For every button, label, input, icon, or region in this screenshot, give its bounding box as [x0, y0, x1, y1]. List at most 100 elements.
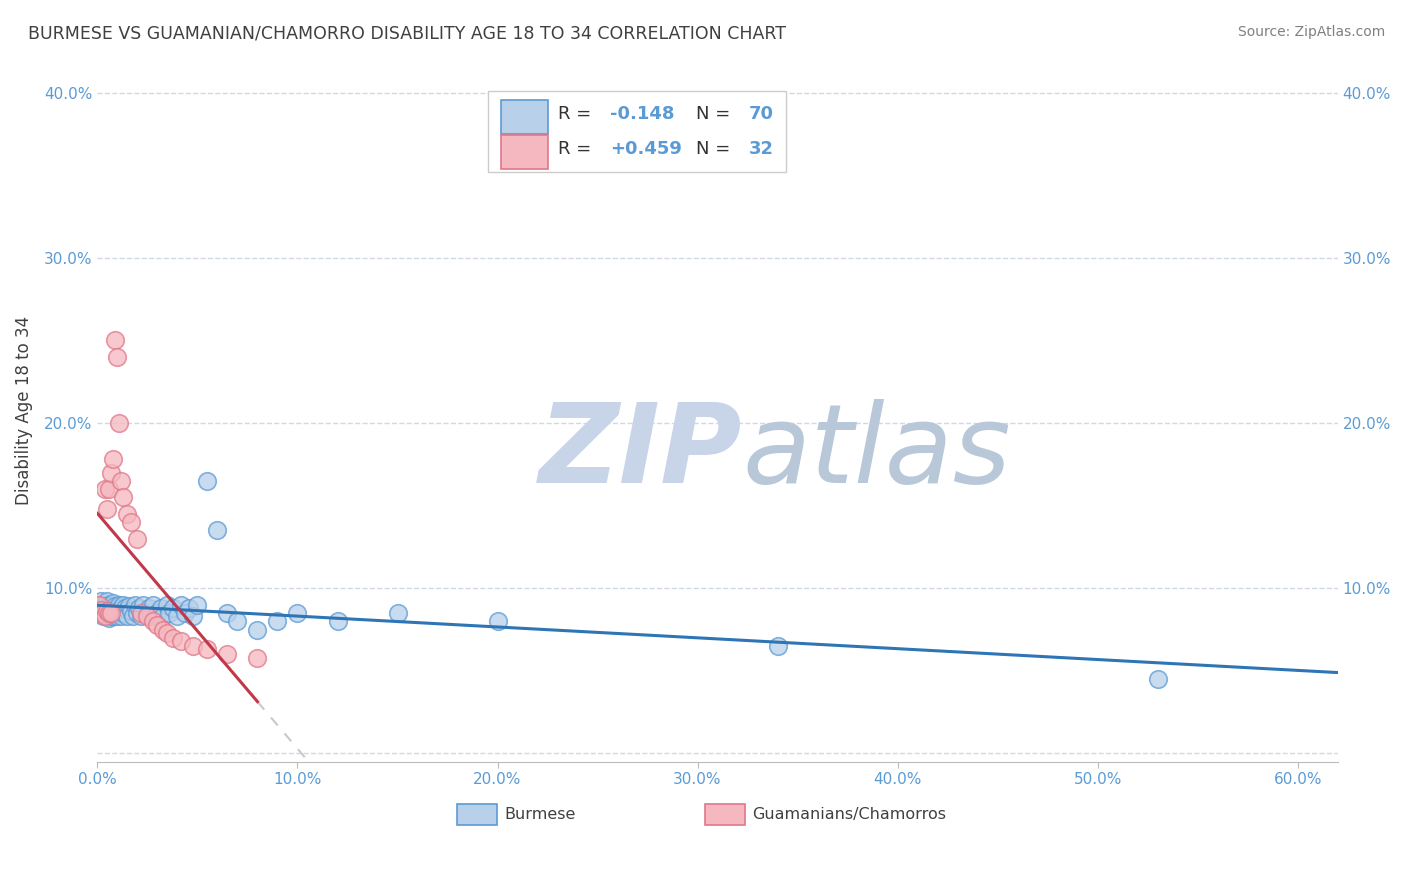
- Point: [174, 606, 197, 620]
- FancyBboxPatch shape: [488, 91, 786, 172]
- Point: [217, 606, 239, 620]
- Point: [112, 491, 135, 505]
- Point: [156, 625, 179, 640]
- Point: [96, 601, 118, 615]
- Point: [107, 601, 129, 615]
- Point: [387, 606, 409, 620]
- Y-axis label: Disability Age 18 to 34: Disability Age 18 to 34: [15, 316, 32, 505]
- Point: [132, 598, 155, 612]
- Point: [117, 609, 139, 624]
- Point: [127, 606, 149, 620]
- Point: [103, 596, 125, 610]
- Point: [170, 598, 193, 612]
- Point: [136, 606, 159, 620]
- Point: [103, 603, 125, 617]
- Point: [90, 606, 112, 620]
- Point: [104, 334, 127, 348]
- Point: [136, 609, 159, 624]
- Point: [152, 609, 174, 624]
- Point: [246, 623, 269, 637]
- Point: [186, 598, 208, 612]
- Point: [486, 614, 509, 628]
- Point: [93, 601, 115, 615]
- Point: [94, 609, 117, 624]
- Point: [112, 606, 135, 620]
- Point: [142, 598, 165, 612]
- Point: [100, 599, 122, 614]
- Text: BURMESE VS GUAMANIAN/CHAMORRO DISABILITY AGE 18 TO 34 CORRELATION CHART: BURMESE VS GUAMANIAN/CHAMORRO DISABILITY…: [28, 25, 786, 43]
- Point: [98, 606, 121, 620]
- Point: [94, 603, 117, 617]
- FancyBboxPatch shape: [457, 804, 496, 825]
- Text: N =: N =: [696, 105, 737, 123]
- Point: [98, 603, 121, 617]
- Point: [127, 532, 149, 546]
- Point: [114, 601, 136, 615]
- Point: [138, 601, 160, 615]
- Point: [90, 594, 112, 608]
- Point: [108, 598, 131, 612]
- Point: [89, 598, 111, 612]
- Point: [156, 598, 179, 612]
- FancyBboxPatch shape: [501, 100, 548, 134]
- Point: [146, 617, 169, 632]
- Point: [183, 609, 205, 624]
- Point: [104, 599, 127, 614]
- Point: [93, 604, 115, 618]
- Text: R =: R =: [558, 140, 596, 159]
- Point: [94, 482, 117, 496]
- Point: [207, 524, 229, 538]
- Point: [226, 614, 249, 628]
- Point: [1146, 672, 1168, 686]
- Point: [166, 609, 188, 624]
- Point: [128, 601, 150, 615]
- Point: [94, 598, 117, 612]
- FancyBboxPatch shape: [706, 804, 745, 825]
- Point: [108, 416, 131, 430]
- Point: [152, 623, 174, 637]
- Point: [766, 639, 789, 653]
- Point: [103, 609, 125, 624]
- Point: [89, 598, 111, 612]
- Point: [107, 350, 129, 364]
- Point: [96, 594, 118, 608]
- Text: +0.459: +0.459: [610, 140, 682, 159]
- Point: [108, 606, 131, 620]
- Point: [179, 601, 201, 615]
- Point: [103, 452, 125, 467]
- Point: [183, 639, 205, 653]
- Point: [121, 515, 143, 529]
- Point: [197, 474, 219, 488]
- Text: 70: 70: [748, 105, 773, 123]
- FancyBboxPatch shape: [501, 136, 548, 169]
- Point: [112, 598, 135, 612]
- Point: [110, 609, 132, 624]
- Point: [217, 648, 239, 662]
- Point: [93, 606, 115, 620]
- Point: [100, 609, 122, 624]
- Point: [96, 502, 118, 516]
- Point: [124, 598, 146, 612]
- Text: ZIP: ZIP: [538, 400, 742, 507]
- Point: [141, 609, 163, 624]
- Point: [197, 642, 219, 657]
- Point: [117, 603, 139, 617]
- Point: [121, 604, 143, 618]
- Point: [326, 614, 349, 628]
- Point: [90, 603, 112, 617]
- Point: [100, 604, 122, 618]
- Point: [287, 606, 309, 620]
- Point: [266, 614, 288, 628]
- Point: [100, 606, 122, 620]
- Point: [131, 609, 153, 624]
- Point: [162, 601, 184, 615]
- Point: [110, 601, 132, 615]
- Text: 32: 32: [748, 140, 773, 159]
- Point: [98, 482, 121, 496]
- Point: [110, 474, 132, 488]
- Point: [162, 631, 184, 645]
- Point: [131, 606, 153, 620]
- Point: [94, 607, 117, 622]
- Text: Guamanians/Chamorros: Guamanians/Chamorros: [752, 807, 946, 822]
- Point: [93, 609, 115, 624]
